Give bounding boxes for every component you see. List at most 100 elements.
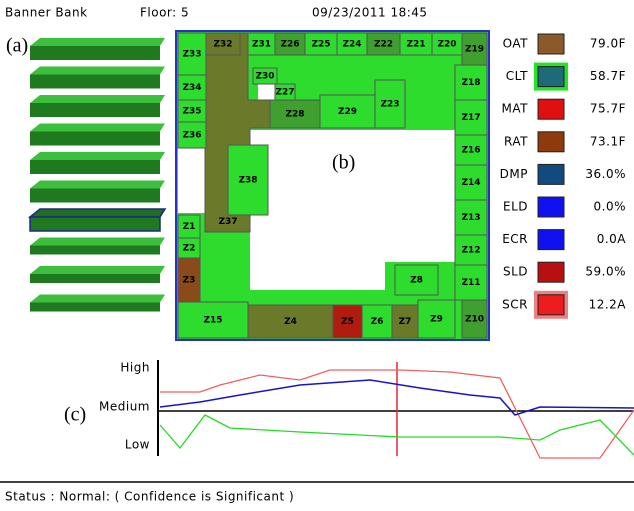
floor-slab-top bbox=[30, 123, 165, 132]
level-label: High bbox=[120, 361, 150, 375]
building-stack bbox=[27, 38, 167, 312]
zone-label: Z21 bbox=[406, 40, 425, 50]
floor-slab-front bbox=[30, 103, 160, 117]
timestamp: 09/23/2011 18:45 bbox=[312, 6, 428, 20]
zone-label: Z32 bbox=[213, 40, 232, 50]
trend-chart: (c) High Medium Low bbox=[64, 360, 634, 459]
sensor-name: RAT bbox=[504, 134, 528, 148]
floor-slab-front bbox=[30, 131, 160, 146]
level-label: Low bbox=[125, 438, 150, 452]
zone-label: Z23 bbox=[380, 100, 399, 110]
zone-label: Z31 bbox=[252, 40, 271, 50]
sensor-swatch bbox=[537, 294, 565, 316]
zone bbox=[361, 304, 393, 339]
building-name: Banner Bank bbox=[5, 6, 88, 20]
sensor-value: 75.7F bbox=[590, 102, 626, 116]
sensor-name: MAT bbox=[502, 102, 529, 116]
zone-label: Z20 bbox=[437, 40, 456, 50]
floor-slab-front bbox=[30, 245, 160, 255]
zone-label: Z1 bbox=[183, 222, 196, 232]
zone-label: Z10 bbox=[465, 315, 484, 325]
zone bbox=[461, 32, 488, 66]
trend-line bbox=[159, 414, 634, 456]
zone-label: Z3 bbox=[183, 276, 196, 286]
zone bbox=[454, 264, 488, 301]
floor-slab-front bbox=[29, 216, 161, 232]
zone bbox=[269, 99, 321, 129]
floor-slab-front bbox=[30, 302, 160, 312]
zone-label: Z16 bbox=[461, 146, 480, 156]
sensor-swatch bbox=[537, 66, 565, 88]
zone bbox=[374, 79, 406, 129]
sensor-name: DMP bbox=[500, 167, 528, 181]
sensor-name: SLD bbox=[503, 265, 528, 279]
sensor-swatch bbox=[537, 131, 565, 153]
zone-label: Z37 bbox=[218, 217, 237, 227]
sensor-swatch bbox=[537, 261, 565, 283]
zone bbox=[205, 32, 241, 56]
sensor-value: 58.7F bbox=[590, 69, 626, 83]
zone bbox=[391, 304, 419, 339]
zone-label: Z33 bbox=[182, 50, 201, 60]
zone bbox=[177, 32, 207, 76]
panel-label: (c) bbox=[64, 404, 86, 426]
floor-slab-top bbox=[30, 266, 165, 274]
floor-slab-top bbox=[30, 152, 165, 160]
zone bbox=[461, 299, 488, 339]
zone-label: Z6 bbox=[371, 317, 384, 327]
floor-slab-front bbox=[30, 274, 160, 283]
sensor-value: 12.2A bbox=[589, 297, 627, 311]
zone bbox=[454, 199, 488, 236]
zone-label: Z34 bbox=[182, 83, 201, 93]
zone bbox=[454, 234, 488, 266]
sensor-name: ECR bbox=[502, 232, 528, 246]
sensor-swatch bbox=[537, 98, 565, 120]
sensor-value: 36.0% bbox=[585, 167, 626, 181]
zone-label: Z17 bbox=[461, 113, 480, 123]
zone bbox=[454, 164, 488, 201]
sensor-list: OAT 79.0F CLT 58.7F MAT 75.7F RAT 73.1F DMP 36.0%… bbox=[500, 33, 627, 319]
floor-slab-front bbox=[30, 74, 160, 89]
floor-slab-front bbox=[30, 46, 160, 60]
zone bbox=[394, 264, 439, 296]
zone-label: Z22 bbox=[374, 40, 393, 50]
sensor-swatch bbox=[537, 163, 565, 185]
sensor-swatch bbox=[537, 196, 565, 218]
floor-slab-top bbox=[30, 237, 165, 246]
zone bbox=[417, 299, 456, 339]
trend-line bbox=[159, 379, 634, 416]
sensor-value: 73.1F bbox=[590, 134, 626, 148]
zone bbox=[177, 121, 207, 149]
zone-label: Z4 bbox=[284, 317, 297, 327]
level-label: Medium bbox=[99, 400, 150, 414]
zone bbox=[247, 304, 334, 339]
zone-label: Z36 bbox=[182, 131, 201, 141]
trend-line bbox=[160, 369, 634, 459]
sensor-name: OAT bbox=[503, 37, 529, 51]
sensor-swatch bbox=[537, 229, 565, 251]
floor-slab-front bbox=[30, 188, 160, 203]
zone-label: Z25 bbox=[311, 40, 330, 50]
status-text: Status : Normal: ( Confidence is Signifi… bbox=[5, 490, 294, 504]
zone bbox=[252, 67, 278, 85]
atrium bbox=[250, 130, 455, 290]
zone-label: Z19 bbox=[465, 45, 484, 55]
zone-label: Z38 bbox=[238, 176, 257, 186]
zone bbox=[319, 94, 376, 129]
zone-label: Z11 bbox=[461, 278, 480, 288]
sensor-name: SCR bbox=[502, 297, 528, 311]
zone-label: Z24 bbox=[342, 40, 361, 50]
floor-plan: Z33 Z32 Z31 Z26 Z25 Z24 Z22 Z21 Z20 Z19 Z34 Z35 Z36 Z… bbox=[175, 30, 490, 341]
floor-slab-top bbox=[30, 66, 165, 75]
zone-label: Z7 bbox=[399, 317, 412, 327]
floor-slab-top bbox=[27, 208, 167, 218]
zone-label: Z8 bbox=[410, 276, 423, 286]
floor-slab-top bbox=[30, 95, 165, 103]
sensor-value: 0.0% bbox=[594, 200, 627, 214]
panel-label: (a) bbox=[6, 35, 28, 57]
zone-label: Z12 bbox=[461, 246, 480, 256]
sensor-name: ELD bbox=[503, 200, 528, 214]
zone-label: Z18 bbox=[461, 78, 480, 88]
zone bbox=[227, 144, 269, 216]
